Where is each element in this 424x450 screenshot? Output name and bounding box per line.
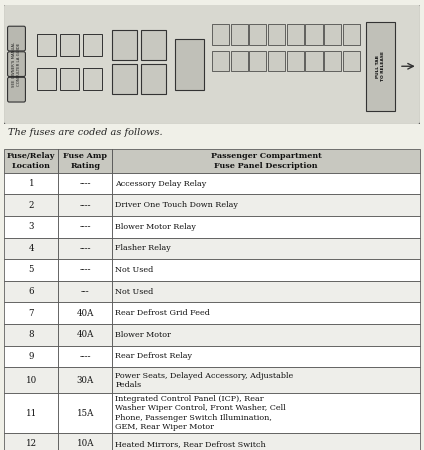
Bar (324, 51, 341, 72)
Text: 10: 10 (25, 376, 37, 385)
Text: ----: ---- (80, 352, 91, 361)
Text: Flasher Relay: Flasher Relay (115, 244, 171, 252)
Bar (37, 34, 56, 56)
FancyBboxPatch shape (8, 77, 25, 102)
FancyBboxPatch shape (3, 3, 421, 125)
Bar (366, 22, 395, 111)
Text: 10A: 10A (76, 439, 94, 448)
Text: ----: ---- (80, 244, 91, 253)
FancyBboxPatch shape (8, 26, 25, 51)
Bar (212, 51, 229, 72)
Text: 9: 9 (28, 352, 34, 361)
Text: 3: 3 (28, 222, 34, 231)
Text: Fuse/Relay
Location: Fuse/Relay Location (7, 153, 56, 170)
Text: 30A: 30A (77, 376, 94, 385)
Text: Integrated Control Panel (ICP), Rear
Washer Wiper Control, Front Washer, Cell
Ph: Integrated Control Panel (ICP), Rear Was… (115, 395, 286, 431)
Text: 11: 11 (25, 409, 37, 418)
Text: Heated Mirrors, Rear Defrost Switch: Heated Mirrors, Rear Defrost Switch (115, 440, 266, 448)
Text: ----: ---- (80, 179, 91, 188)
Text: 15A: 15A (77, 409, 94, 418)
Text: 2: 2 (28, 201, 34, 210)
Bar (305, 24, 323, 45)
Bar (287, 24, 304, 45)
Text: 12: 12 (26, 439, 37, 448)
Text: ---: --- (81, 287, 89, 296)
Bar (83, 34, 102, 56)
Text: 1: 1 (28, 179, 34, 188)
Bar (141, 64, 166, 94)
Bar (60, 34, 79, 56)
Bar (343, 24, 360, 45)
Text: 8: 8 (28, 330, 34, 339)
Text: Driver One Touch Down Relay: Driver One Touch Down Relay (115, 201, 238, 209)
Bar (112, 30, 137, 60)
Bar (249, 51, 266, 72)
Text: SEE OWNER'S MANUAL
CONSULTER LA GUIDE: SEE OWNER'S MANUAL CONSULTER LA GUIDE (12, 41, 21, 87)
Bar (305, 51, 323, 72)
Text: ----: ---- (80, 266, 91, 274)
Text: Rear Defrost Grid Feed: Rear Defrost Grid Feed (115, 309, 210, 317)
Text: PULL TAB
TO RELEASE: PULL TAB TO RELEASE (376, 51, 385, 81)
Bar (175, 39, 204, 90)
Bar (231, 24, 248, 45)
Text: 40A: 40A (77, 330, 94, 339)
Text: ----: ---- (80, 201, 91, 210)
Text: 7: 7 (28, 309, 34, 318)
Text: Rear Defrost Relay: Rear Defrost Relay (115, 352, 192, 360)
Bar (268, 24, 285, 45)
Text: Fuse Amp
Rating: Fuse Amp Rating (63, 153, 107, 170)
Text: 6: 6 (28, 287, 34, 296)
Text: Accessory Delay Relay: Accessory Delay Relay (115, 180, 206, 188)
Bar (37, 68, 56, 90)
Bar (343, 51, 360, 72)
Text: Passenger Compartment
Fuse Panel Description: Passenger Compartment Fuse Panel Descrip… (211, 153, 321, 170)
Text: The fuses are coded as follows.: The fuses are coded as follows. (8, 128, 163, 137)
Bar (212, 24, 229, 45)
Bar (231, 51, 248, 72)
Bar (83, 68, 102, 90)
Bar (141, 30, 166, 60)
Text: Power Seats, Delayed Accessory, Adjustable
Pedals: Power Seats, Delayed Accessory, Adjustab… (115, 372, 293, 389)
Bar (287, 51, 304, 72)
Bar (249, 24, 266, 45)
Text: 4: 4 (28, 244, 34, 253)
Bar (112, 64, 137, 94)
Text: Not Used: Not Used (115, 266, 153, 274)
Bar (60, 68, 79, 90)
Text: ----: ---- (80, 222, 91, 231)
Bar (268, 51, 285, 72)
Text: Blower Motor Relay: Blower Motor Relay (115, 223, 196, 231)
Text: Blower Motor: Blower Motor (115, 331, 171, 339)
Text: Not Used: Not Used (115, 288, 153, 296)
Text: 40A: 40A (77, 309, 94, 318)
Bar (324, 24, 341, 45)
Text: 5: 5 (28, 266, 34, 274)
FancyBboxPatch shape (8, 52, 25, 76)
